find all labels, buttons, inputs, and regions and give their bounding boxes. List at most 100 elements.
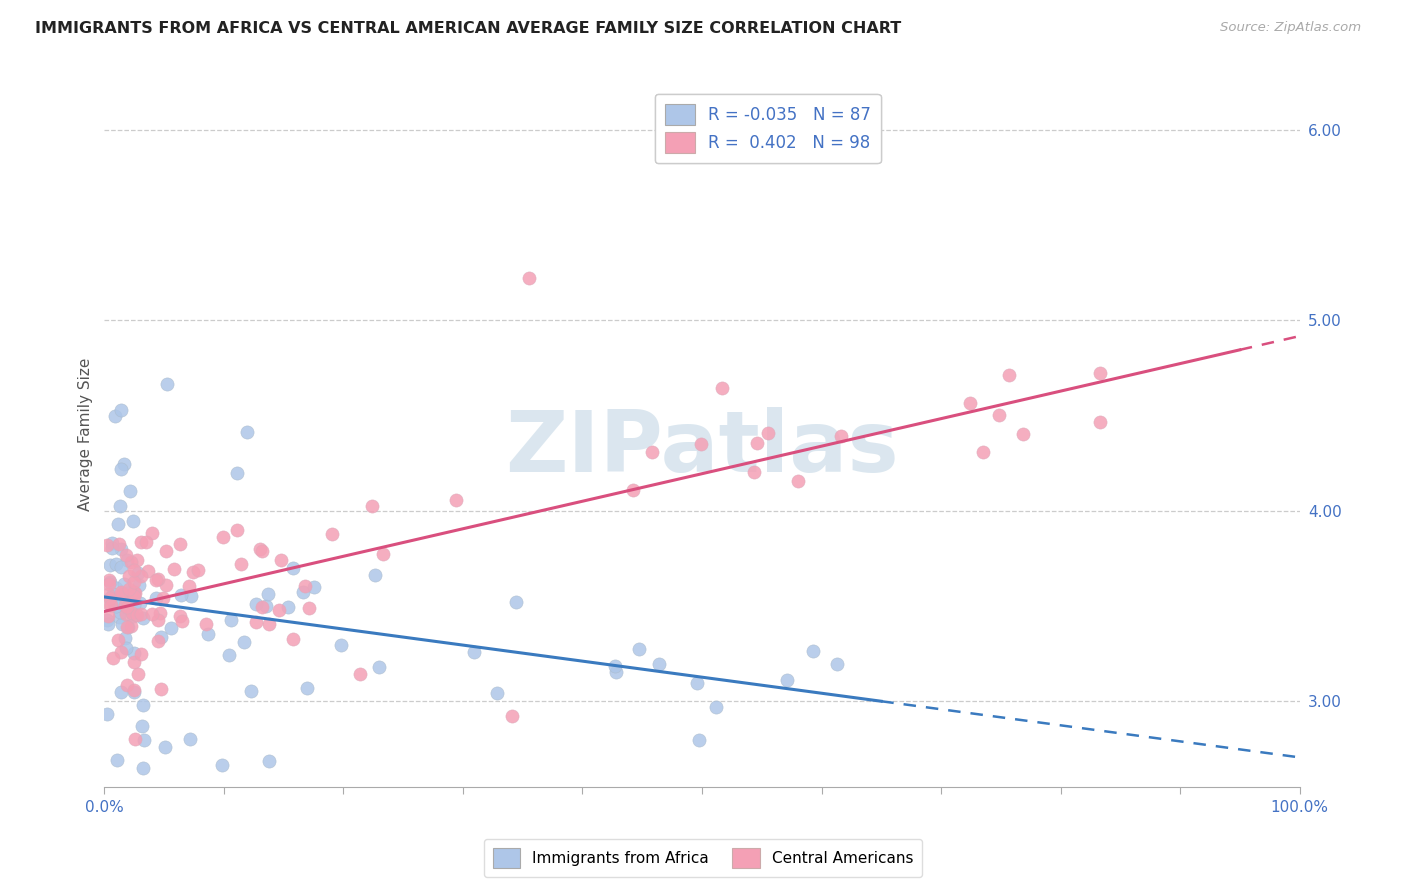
Point — [114, 548, 136, 562]
Point — [298, 600, 321, 615]
Point — [825, 657, 848, 672]
Point — [118, 483, 141, 498]
Point — [134, 732, 156, 747]
Point — [959, 396, 981, 410]
Point — [97, 596, 120, 610]
Point — [125, 553, 148, 567]
Point — [129, 596, 152, 610]
Point — [830, 428, 852, 442]
Point — [115, 553, 138, 567]
Point — [146, 572, 169, 586]
Point — [115, 620, 138, 634]
Point — [117, 619, 139, 633]
Y-axis label: Average Family Size: Average Family Size — [79, 358, 93, 511]
Point — [219, 613, 242, 627]
Point — [252, 599, 274, 614]
Point — [120, 619, 142, 633]
Point — [96, 706, 118, 721]
Point — [156, 376, 179, 391]
Point — [141, 607, 163, 621]
Point — [115, 640, 138, 655]
Point — [110, 499, 132, 513]
Point — [107, 517, 129, 532]
Point — [972, 445, 994, 459]
Point — [104, 409, 127, 424]
Point — [96, 613, 118, 627]
Point — [329, 638, 352, 652]
Point — [127, 566, 149, 580]
Point — [132, 761, 155, 775]
Point — [170, 589, 193, 603]
Point — [135, 535, 157, 549]
Point — [226, 523, 249, 537]
Point — [180, 589, 202, 603]
Point — [110, 645, 132, 659]
Point — [122, 598, 145, 612]
Point — [153, 739, 176, 754]
Point — [294, 579, 316, 593]
Point — [98, 576, 121, 591]
Point — [1012, 427, 1035, 442]
Point — [97, 609, 120, 624]
Point — [295, 681, 318, 695]
Point — [150, 681, 173, 696]
Point — [120, 588, 142, 602]
Point — [239, 684, 262, 698]
Point — [145, 591, 167, 605]
Point — [122, 684, 145, 698]
Point — [267, 602, 290, 616]
Point — [108, 605, 131, 619]
Point — [129, 535, 152, 549]
Point — [104, 582, 127, 596]
Point — [112, 577, 135, 591]
Point — [129, 569, 152, 583]
Point — [187, 563, 209, 577]
Legend: R = -0.035   N = 87, R =  0.402   N = 98: R = -0.035 N = 87, R = 0.402 N = 98 — [655, 94, 880, 163]
Point — [124, 585, 146, 599]
Point — [179, 579, 201, 593]
Point — [169, 537, 191, 551]
Point — [121, 606, 143, 620]
Point — [283, 560, 305, 574]
Point — [131, 719, 153, 733]
Point — [277, 600, 299, 615]
Point — [1088, 415, 1111, 429]
Point — [212, 530, 235, 544]
Point — [146, 614, 169, 628]
Point — [107, 633, 129, 648]
Point — [257, 616, 280, 631]
Point — [647, 657, 669, 671]
Point — [149, 630, 172, 644]
Point — [256, 587, 278, 601]
Point — [128, 578, 150, 592]
Point — [162, 562, 184, 576]
Point — [96, 538, 118, 552]
Point — [108, 610, 131, 624]
Point — [179, 731, 201, 746]
Point — [98, 573, 121, 587]
Point — [444, 493, 467, 508]
Point — [786, 474, 808, 488]
Point — [463, 645, 485, 659]
Point — [232, 634, 254, 648]
Point — [124, 732, 146, 747]
Point — [745, 435, 768, 450]
Point — [998, 368, 1021, 382]
Point — [1088, 366, 1111, 380]
Point — [112, 457, 135, 471]
Point — [105, 753, 128, 767]
Point — [104, 599, 127, 613]
Point — [710, 381, 733, 395]
Point — [122, 562, 145, 576]
Point — [125, 608, 148, 623]
Point — [349, 667, 371, 681]
Point — [122, 682, 145, 697]
Point — [98, 591, 121, 606]
Point — [110, 542, 132, 557]
Point — [257, 755, 280, 769]
Point — [132, 698, 155, 713]
Point — [131, 648, 153, 662]
Point — [114, 598, 136, 612]
Point — [231, 558, 253, 572]
Point — [641, 445, 664, 459]
